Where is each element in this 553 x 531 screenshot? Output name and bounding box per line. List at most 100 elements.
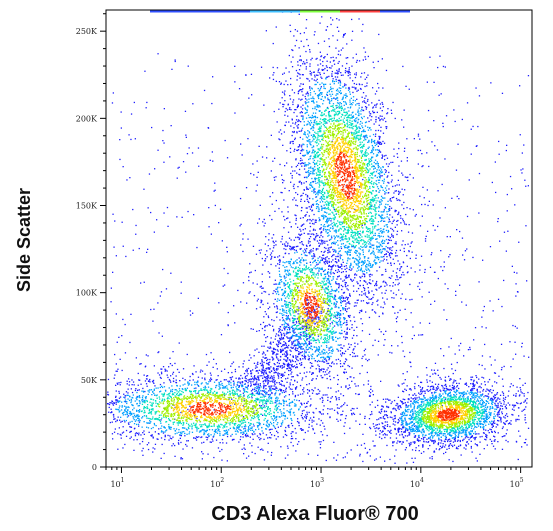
scatter-point	[144, 380, 147, 382]
scatter-point	[504, 417, 506, 419]
scatter-point	[454, 353, 456, 355]
scatter-point	[474, 443, 476, 445]
scatter-point	[401, 412, 404, 414]
scatter-point	[366, 302, 368, 304]
scatter-point	[437, 383, 440, 385]
scatter-point	[345, 415, 347, 417]
scatter-point	[401, 119, 403, 121]
scatter-point	[357, 393, 359, 396]
scatter-point	[293, 246, 295, 248]
scatter-point	[178, 443, 180, 445]
scatter-point	[485, 439, 487, 441]
scatter-point	[417, 285, 419, 288]
scatter-point	[344, 338, 347, 340]
scatter-point	[281, 373, 283, 375]
scatter-point	[307, 219, 309, 221]
scatter-point	[501, 448, 504, 450]
scatter-point	[359, 280, 361, 282]
scatter-point	[369, 266, 372, 268]
scatter-point	[407, 401, 409, 403]
scatter-point	[323, 57, 325, 59]
scatter-point	[130, 138, 132, 141]
scatter-point	[127, 415, 130, 417]
scatter-point	[112, 413, 115, 416]
scatter-point	[241, 382, 243, 384]
scatter-point	[482, 310, 484, 312]
scatter-point	[296, 366, 298, 369]
scatter-point	[433, 81, 435, 83]
scatter-point	[359, 310, 361, 312]
scatter-point	[355, 83, 358, 85]
scatter-point	[288, 363, 290, 365]
scatter-point	[281, 174, 283, 176]
scatter-point	[323, 227, 325, 230]
scatter-point	[354, 355, 356, 358]
scatter-point	[406, 138, 408, 140]
scatter-point	[391, 249, 393, 252]
scatter-point	[433, 441, 435, 443]
scatter-point	[344, 422, 346, 424]
scatter-point	[229, 376, 231, 379]
scatter-point	[389, 416, 391, 418]
scatter-point	[525, 185, 527, 187]
scatter-point	[138, 379, 140, 381]
scatter-point	[361, 291, 363, 293]
scatter-point	[306, 298, 308, 301]
scatter-point	[419, 393, 421, 395]
scatter-point	[328, 75, 330, 78]
scatter-point	[276, 316, 278, 318]
scatter-point	[342, 280, 344, 282]
scatter-point	[304, 358, 306, 360]
scatter-point	[398, 427, 400, 429]
scatter-point	[377, 145, 379, 147]
scatter-point	[208, 361, 210, 363]
scatter-point	[228, 380, 231, 382]
scatter-point	[525, 225, 527, 227]
scatter-point	[323, 323, 325, 326]
scatter-point	[387, 108, 389, 110]
scatter-point	[280, 374, 282, 376]
scatter-point	[152, 447, 154, 449]
scatter-point	[212, 76, 214, 78]
scatter-point	[514, 404, 517, 407]
scatter-point	[292, 103, 294, 106]
scatter-point	[233, 305, 235, 307]
scatter-point	[393, 196, 395, 198]
scatter-point	[260, 299, 262, 301]
scatter-point	[411, 241, 413, 243]
scatter-point	[377, 117, 380, 119]
scatter-point	[518, 430, 520, 432]
scatter-point	[363, 270, 366, 272]
scatter-point	[283, 103, 285, 106]
scatter-point	[279, 326, 282, 328]
scatter-point	[402, 436, 404, 438]
scatter-point	[442, 387, 444, 389]
scatter-point	[353, 305, 356, 307]
scatter-point	[375, 263, 377, 265]
scatter-point	[301, 165, 303, 167]
scatter-point	[311, 334, 313, 336]
scatter-point	[507, 441, 509, 443]
scatter-point	[127, 388, 129, 390]
scatter-point	[112, 438, 114, 440]
scatter-point	[398, 147, 400, 150]
scatter-point	[337, 283, 339, 285]
scatter-point	[283, 227, 285, 229]
scatter-point	[344, 285, 347, 287]
scatter-point	[189, 375, 191, 378]
scatter-point	[231, 376, 234, 378]
scatter-point	[288, 424, 290, 426]
scatter-point	[427, 230, 429, 232]
scatter-point	[415, 254, 417, 256]
scatter-point	[333, 325, 336, 327]
scatter-point	[185, 136, 187, 138]
scatter-point	[342, 307, 344, 309]
scatter-point	[370, 298, 372, 300]
scatter-point	[234, 65, 236, 67]
scatter-point	[301, 98, 303, 100]
scatter-point	[242, 433, 244, 435]
scatter-point	[168, 366, 170, 368]
scatter-point	[414, 425, 416, 427]
scatter-point	[242, 381, 244, 383]
scatter-point	[293, 239, 295, 241]
